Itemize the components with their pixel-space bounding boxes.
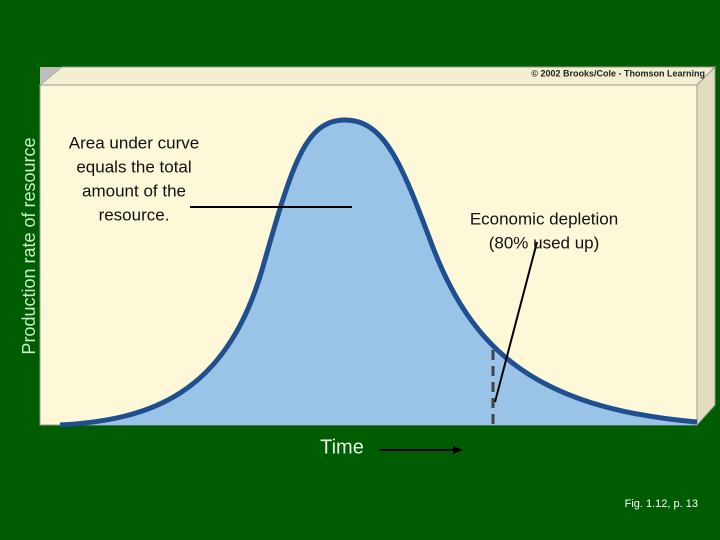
copyright: © 2002 Brooks/Cole - Thomson Learning xyxy=(531,68,705,78)
box-side xyxy=(696,65,716,427)
y-axis-label: Production rate of resource xyxy=(19,137,39,354)
box-corner xyxy=(40,67,62,85)
annotation: equals the total xyxy=(76,157,191,176)
caption: Fig. 1.12, p. 13 xyxy=(625,498,698,510)
annotation: (80% used up) xyxy=(489,233,600,252)
annotation: Area under curve xyxy=(69,133,199,152)
annotation: resource. xyxy=(99,205,170,224)
time-arrowhead xyxy=(453,446,463,454)
x-axis-label: Time xyxy=(320,436,364,458)
annotation: Economic depletion xyxy=(470,209,618,228)
leader-line xyxy=(494,241,538,403)
annotation: amount of the xyxy=(82,181,186,200)
curve-area xyxy=(60,120,697,425)
curve xyxy=(59,117,698,428)
